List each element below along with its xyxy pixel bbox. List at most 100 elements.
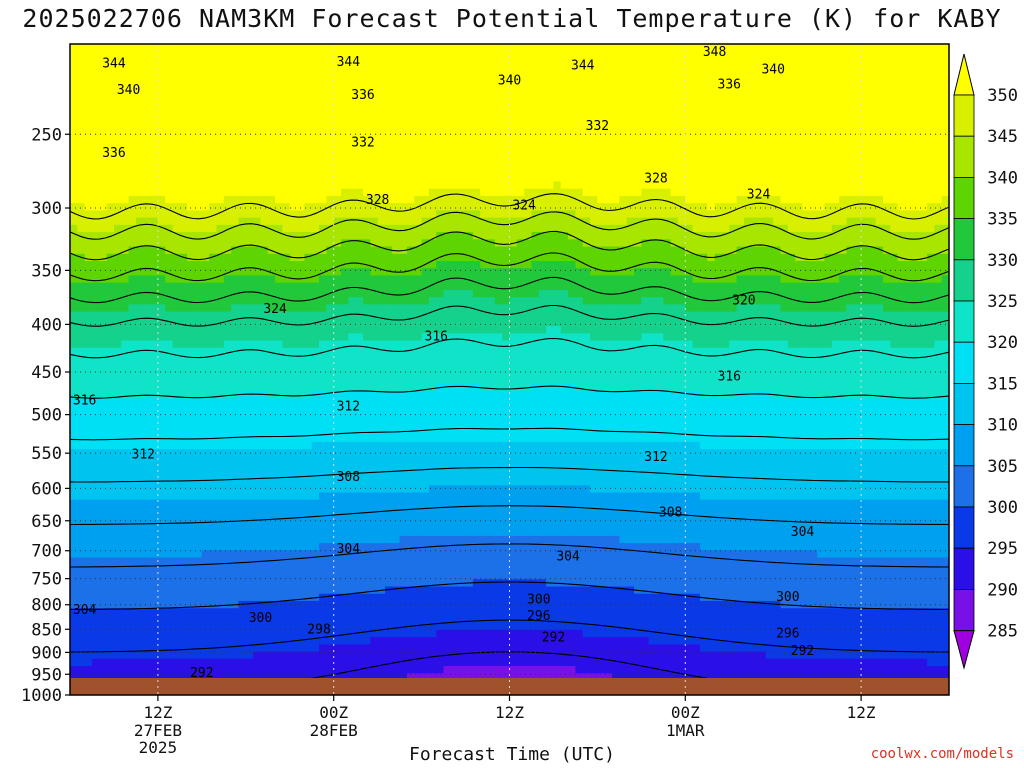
contour-label: 312: [337, 399, 360, 414]
colorbar-segment: [953, 94, 975, 137]
colorbar-tick-label: 345: [987, 127, 1018, 147]
contour-label: 316: [73, 394, 96, 409]
x-axis-title: Forecast Time (UTC): [409, 744, 615, 765]
contour-label: 344: [571, 59, 595, 74]
x-tick-label: 12Z: [847, 703, 876, 722]
y-tick-label: 1000: [21, 686, 62, 706]
contour-label: 296: [776, 627, 799, 642]
contour-324: [70, 337, 949, 359]
source-credit: coolwx.com/models: [870, 746, 1014, 762]
y-tick-label: 700: [31, 542, 62, 562]
contour-label: 304: [73, 603, 97, 618]
contour-label: 332: [586, 119, 609, 134]
colorbar-tick-label: 315: [987, 374, 1018, 394]
colorbar-segment: [953, 424, 975, 467]
colorbar-tick-label: 320: [987, 333, 1018, 353]
colorbar-tick-label: 325: [987, 292, 1018, 312]
contour-label: 340: [117, 83, 140, 98]
y-tick-label: 950: [31, 665, 62, 685]
contour-labels: 344 344 344 348 340 340 340 336 336 336 332 332 328 3…: [73, 45, 815, 681]
colorbar: 350 345 340 335 330 325 320 315 310 305 300 295 290 2…: [953, 53, 1018, 670]
y-tick-label: 250: [31, 125, 62, 145]
colorbar-tick-label: 290: [987, 580, 1018, 600]
y-tick-label: 750: [31, 570, 62, 590]
contour-320: [70, 385, 949, 399]
colorbar-tick-label: 335: [987, 210, 1018, 230]
contour-label: 332: [351, 135, 374, 150]
y-tick-label: 850: [31, 620, 62, 640]
contour-label: 324: [263, 302, 287, 317]
contour-label: 292: [791, 644, 814, 659]
contour-300: [70, 581, 949, 611]
contour-label: 304: [337, 542, 361, 557]
colorbar-segment: [953, 506, 975, 549]
colorbar-tick-label: 285: [987, 622, 1018, 642]
contour-label: 344: [337, 55, 361, 70]
contour-label: 308: [659, 506, 682, 521]
y-tick-label: 400: [31, 315, 62, 335]
contour-label: 304: [791, 525, 815, 540]
y-tick-label: 550: [31, 444, 62, 464]
pressure-axis: 250 300 350 400 450 500 550 600 650 700 750 800 850 9…: [21, 125, 70, 706]
contour-label: 308: [337, 470, 360, 485]
colorbar-segment: [953, 176, 975, 219]
colorbar-bottom-arrow: [953, 630, 975, 670]
y-tick-label: 650: [31, 512, 62, 532]
contour-340: [70, 230, 949, 261]
theta-color-fill: [70, 44, 949, 695]
x-tick-sublabel: 28FEB: [310, 721, 358, 740]
grid-lines: [70, 44, 949, 696]
y-tick-label: 450: [31, 363, 62, 383]
contour-label: 340: [498, 74, 521, 89]
contour-label: 336: [351, 88, 374, 103]
colorbar-segment: [953, 135, 975, 178]
contour-label: 328: [644, 172, 667, 187]
colorbar-segment: [953, 218, 975, 261]
contour-label: 316: [425, 329, 448, 344]
y-tick-label: 500: [31, 406, 62, 426]
contour-label: 324: [512, 198, 536, 213]
contour-label: 312: [132, 448, 155, 463]
y-tick-label: 900: [31, 643, 62, 663]
contour-label: 304: [556, 549, 580, 564]
contour-label: 320: [732, 293, 755, 308]
contour-348: [70, 193, 949, 220]
contour-label: 300: [527, 593, 550, 608]
y-tick-label: 300: [31, 199, 62, 219]
colorbar-tick-label: 295: [987, 539, 1018, 559]
colorbar-tick-label: 340: [987, 168, 1018, 188]
contour-label: 328: [366, 193, 389, 208]
colorbar-segment: [953, 382, 975, 425]
colorbar-segment: [953, 465, 975, 508]
colorbar-segment: [953, 300, 975, 343]
contour-312: [70, 466, 949, 483]
contour-332: [70, 276, 949, 304]
contour-label: 312: [644, 450, 667, 465]
y-tick-label: 600: [31, 479, 62, 499]
colorbar-segment: [953, 259, 975, 302]
colorbar-segment: [953, 547, 975, 590]
x-tick-sublabel: 27FEB: [134, 721, 182, 740]
contour-label: 336: [102, 146, 125, 161]
contour-label: 292: [542, 630, 565, 645]
contour-label: 298: [307, 623, 330, 638]
contour-label: 316: [718, 369, 741, 384]
colorbar-tick-label: 300: [987, 498, 1018, 518]
x-tick-label: 12Z: [495, 703, 524, 722]
contour-label: 324: [747, 187, 771, 202]
contour-336: [70, 252, 949, 282]
x-tick-label: 00Z: [671, 703, 700, 722]
y-tick-label: 350: [31, 261, 62, 281]
colorbar-tick-label: 350: [987, 86, 1018, 106]
contour-label: 296: [527, 609, 550, 624]
contour-label: 336: [718, 77, 741, 92]
contour-label: 300: [776, 590, 799, 605]
colorbar-tick-label: 305: [987, 457, 1018, 477]
colorbar-segment: [953, 589, 975, 632]
contour-label: 292: [190, 666, 213, 681]
contour-label: 300: [249, 611, 272, 626]
colorbar-top-arrow: [953, 53, 975, 96]
x-tick-label: 12Z: [143, 703, 172, 722]
